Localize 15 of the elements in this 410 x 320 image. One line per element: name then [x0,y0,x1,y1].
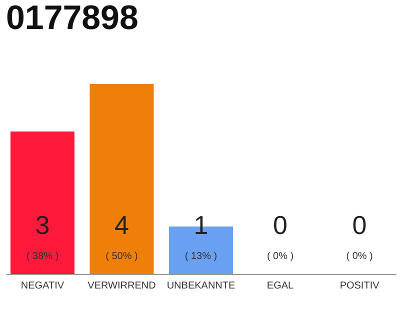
x-tick-label: UNBEKANNTE [166,280,236,292]
chart-title: 0177898 [6,0,138,37]
annotation: ( 13% ) [184,251,218,262]
x-tick-label: VERWIRREND [88,280,156,292]
data-label: 4 [114,210,129,240]
data-label: 3 [35,210,50,240]
x-tick-label: POSITIV [340,280,380,292]
annotation: ( 0% ) [346,251,373,262]
x-tick-label: EGAL [266,280,294,292]
data-label: 0 [273,210,288,240]
annotation: ( 0% ) [266,251,294,262]
x-tick-label: NEGATIV [20,280,64,292]
annotation: ( 38% ) [26,251,59,262]
annotation: ( 50% ) [106,251,138,262]
data-label: 0 [352,210,367,240]
